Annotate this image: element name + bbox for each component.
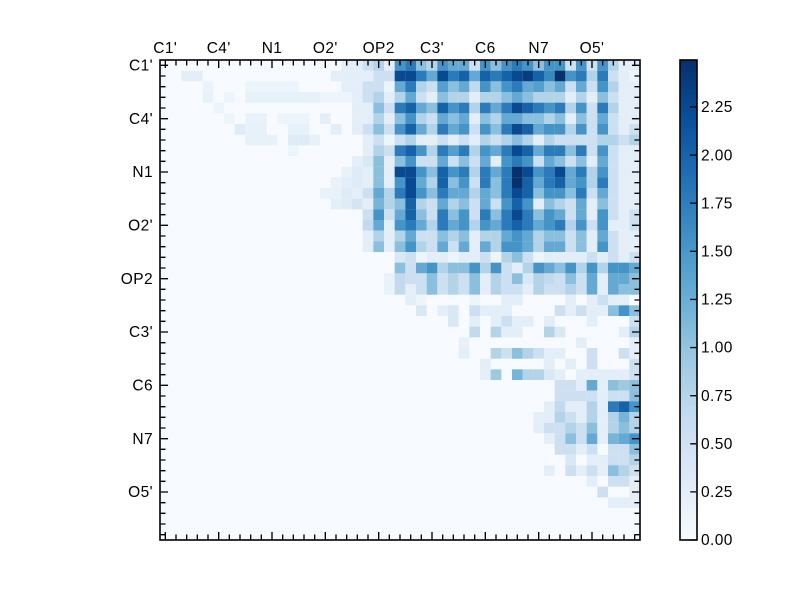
svg-text:C4': C4' [129,111,153,128]
svg-text:C1': C1' [129,58,153,75]
svg-text:C6: C6 [132,378,153,395]
svg-text:2.25: 2.25 [701,99,733,116]
svg-text:C4': C4' [207,40,231,57]
svg-text:N1: N1 [262,40,283,57]
svg-text:N7: N7 [132,431,153,448]
svg-text:N1: N1 [132,164,153,181]
svg-text:O5': O5' [580,40,605,57]
svg-text:0.25: 0.25 [701,484,733,501]
svg-text:0.75: 0.75 [701,388,733,405]
svg-text:N7: N7 [528,40,549,57]
svg-text:C1': C1' [153,40,177,57]
svg-text:O2': O2' [313,40,338,57]
svg-text:OP2: OP2 [121,271,153,288]
svg-text:O5': O5' [128,484,153,501]
svg-text:1.50: 1.50 [701,244,733,261]
svg-text:1.00: 1.00 [701,340,733,357]
svg-text:C3': C3' [420,40,444,57]
svg-text:1.25: 1.25 [701,292,733,309]
svg-text:C3': C3' [129,324,153,341]
svg-text:O2': O2' [128,218,153,235]
svg-text:C6: C6 [475,40,496,57]
svg-text:0.50: 0.50 [701,436,733,453]
svg-text:2.00: 2.00 [701,147,733,164]
svg-text:0.00: 0.00 [701,532,733,549]
svg-text:1.75: 1.75 [701,195,733,212]
svg-text:OP2: OP2 [363,40,395,57]
